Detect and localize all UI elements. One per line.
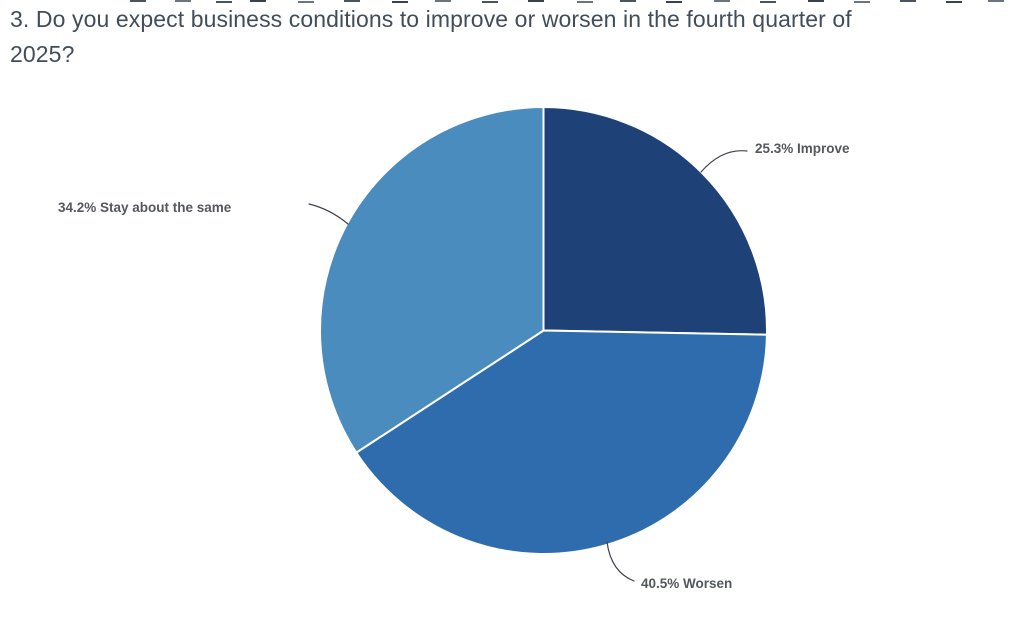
leader-line-stay	[308, 203, 349, 225]
slice-label-improve: 25.3% Improve	[755, 141, 850, 156]
slice-label-stay-about-the-same: 34.2% Stay about the same	[58, 200, 232, 215]
leader-line-improve	[700, 150, 748, 173]
pie-slice-stay-about-the-same[interactable]	[319, 106, 545, 454]
pie-slice-improve[interactable]	[542, 106, 768, 336]
cropped-text-fragments	[0, 0, 1024, 3]
question-title: 3. Do you expect business conditions to …	[10, 2, 1018, 72]
slice-label-worsen: 40.5% Worsen	[641, 576, 733, 591]
question-title-line1: 3. Do you expect business conditions to …	[10, 6, 852, 32]
leader-line-worsen	[606, 541, 635, 582]
question-title-line2: 2025?	[10, 41, 75, 67]
